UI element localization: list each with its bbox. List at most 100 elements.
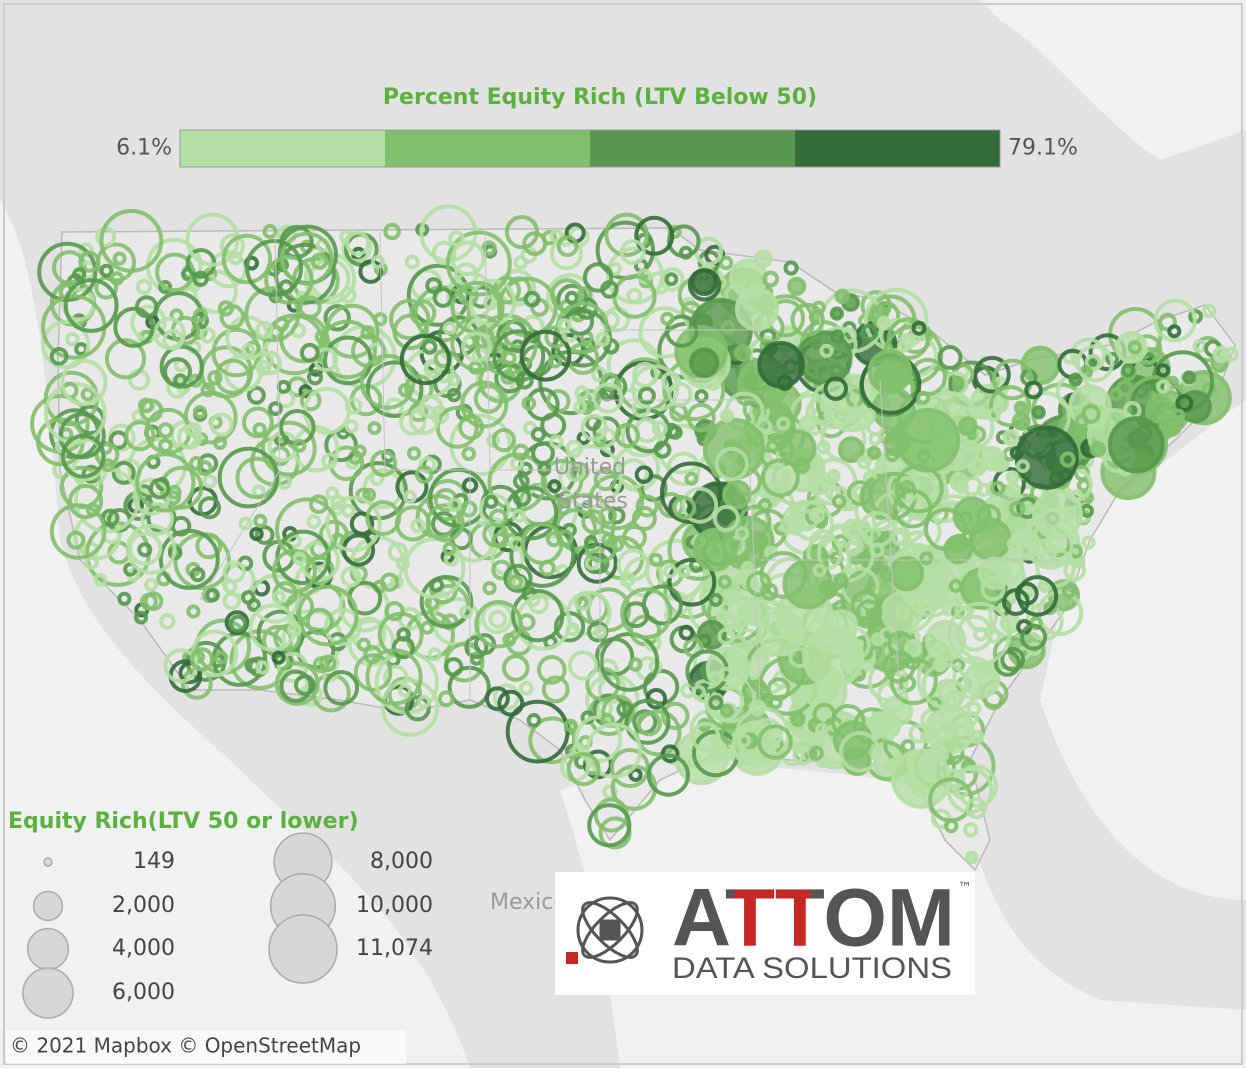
map-circle [867,349,913,395]
map-circle [719,703,734,718]
map-circle [245,239,304,297]
map-circle [279,669,313,703]
map-circle [566,752,601,787]
map-circle [718,255,734,271]
map-circle [866,445,882,460]
map-circle [458,414,485,441]
map-circle [661,701,690,731]
map-circle [646,753,691,797]
map-circle [1009,500,1026,517]
map-circle [957,416,978,437]
map-circle [622,601,650,629]
map-circle [862,408,877,422]
map-circle [389,298,431,341]
map-circle [616,548,650,582]
map-circle [176,424,203,450]
map-circle [812,563,827,578]
map-circle [1158,413,1183,438]
map-circle [635,494,659,518]
map-circle [419,395,443,419]
map-circle [668,425,683,440]
map-circle [140,502,174,536]
map-circle [255,320,274,340]
map-circle [380,678,440,737]
map-circle [778,429,817,468]
map-circle [254,525,275,545]
map-circle [947,601,1012,666]
attribution-bg [6,1030,406,1064]
map-circle [1013,400,1028,415]
map-circle [520,522,564,565]
map-circle [754,400,795,441]
map-circle [815,722,829,737]
color-legend-step [180,130,385,167]
map-circle [310,252,329,270]
map-circle [753,249,773,269]
map-circle [834,288,851,305]
map-circle [49,503,107,560]
map-circle [1116,379,1134,397]
map-circle [72,267,87,282]
map-circle [600,280,619,299]
map-circle [923,726,939,742]
map-circle [60,434,106,479]
map-circle [637,386,656,405]
map-circle [546,273,594,322]
color-legend-step [795,130,1000,167]
map-circle [399,333,451,386]
map-circle [1156,363,1171,378]
map-circle [628,767,643,783]
map-circle [209,412,234,437]
map-circle [714,446,749,482]
map-circle [556,235,579,258]
map-circle [1014,581,1039,606]
map-circle [253,513,268,529]
map-circle [826,469,841,484]
map-circle [666,451,701,487]
map-circle [686,402,716,433]
map-label: Mexico [490,890,567,915]
color-legend-min: 6.1% [116,136,172,161]
color-legend-step [590,130,795,167]
map-circle [691,684,706,700]
map-circle [1031,405,1046,420]
map-circle [460,500,478,518]
map-circle [592,382,624,414]
map-circle [523,290,541,308]
map-circle [911,320,927,336]
map-circle [790,711,806,728]
map-circle [963,822,979,838]
map-circle [158,438,173,454]
map-circle [1127,340,1142,355]
map-circle [888,555,925,592]
map-circle [383,222,401,241]
map-circle [989,385,1032,428]
map-circle [1212,345,1231,364]
map-circle [323,607,362,646]
map-circle [622,524,647,550]
map-circle [241,590,256,605]
map-circle [1063,505,1078,521]
map-circle [159,344,204,389]
map-circle [137,397,154,414]
size-legend-title: Equity Rich(LTV 50 or lower) [8,809,359,834]
map-circle [651,420,668,437]
map-circle [631,506,657,531]
map-circle [667,224,682,239]
map-circle [190,566,206,583]
map-circle [806,470,832,496]
map-circle [973,626,989,642]
map-circle [1182,370,1197,385]
map-circle [446,387,462,403]
map-circle [809,381,858,430]
map-circle [205,587,220,603]
map-circle [648,552,664,567]
map-circle [987,407,1001,422]
map-circle [352,444,367,459]
map-circle [427,647,442,662]
map-circle [734,344,752,362]
map-circle [555,500,571,516]
map-circle [573,592,593,611]
map-circle [833,573,849,589]
map-circle [1089,441,1107,458]
